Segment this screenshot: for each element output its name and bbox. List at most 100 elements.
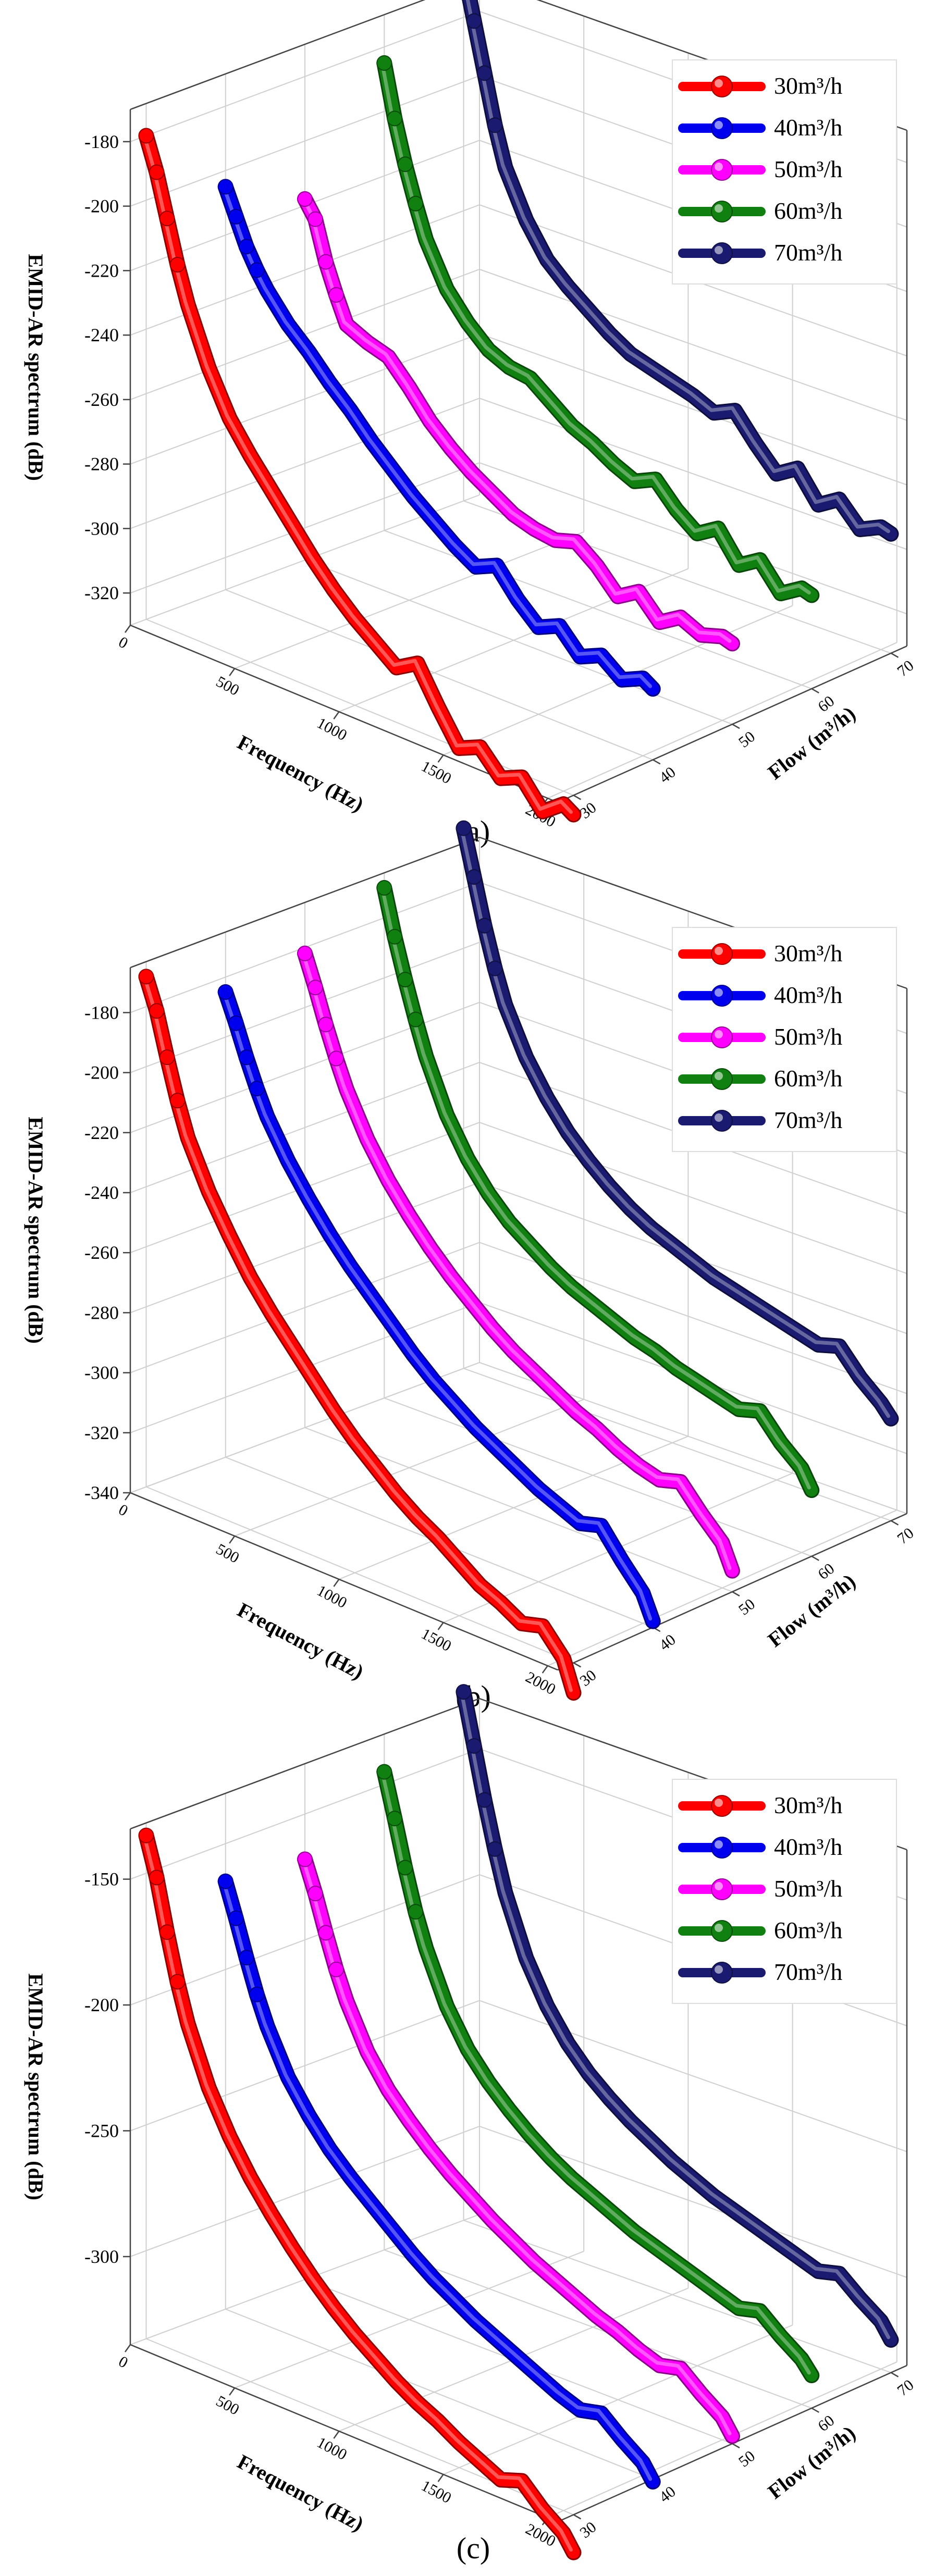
flow-axis-title: Flow (m³/h) <box>764 702 860 784</box>
flow-tick-mark <box>732 723 740 729</box>
legend-swatch-marker <box>711 159 733 181</box>
legend-label: 40m³/h <box>774 114 842 141</box>
legend: 30m³/h 40m³/h 50m³/h 60m³/h 70m³/h <box>672 59 897 284</box>
series-point <box>456 820 472 836</box>
series-point <box>308 1886 324 1902</box>
series-point <box>456 1684 472 1700</box>
z-tick-label: -340 <box>84 1482 119 1503</box>
flow-axis-title: Flow (m³/h) <box>764 1569 860 1652</box>
legend-swatch-shine <box>715 1840 723 1849</box>
gridline-flow-floor <box>146 1486 574 1664</box>
series-point <box>249 262 265 278</box>
freq-tick-label: 1500 <box>419 1625 454 1655</box>
legend-label: 70m³/h <box>774 1959 842 1985</box>
series-point <box>376 1764 392 1780</box>
legend-swatch-shine <box>715 1882 723 1890</box>
z-tick-label: -280 <box>84 1302 119 1323</box>
freq-tick-label: 1500 <box>419 2477 454 2507</box>
flow-tick-label: 30 <box>576 2518 599 2541</box>
series-point <box>249 1986 265 2002</box>
legend-label: 50m³/h <box>774 1875 842 1902</box>
legend-swatch-shine <box>715 246 723 254</box>
flow-tick-label: 40 <box>656 2483 679 2506</box>
series-point <box>408 1904 424 1920</box>
freq-tick-label: 1500 <box>419 758 454 787</box>
series-line-highlight <box>379 883 811 1490</box>
legend-swatch-marker <box>711 1837 733 1859</box>
z-tick-label: -260 <box>84 389 119 410</box>
z-tick-label: -200 <box>84 1995 119 2015</box>
flow-tick-label: 70 <box>894 1525 917 1547</box>
flow-tick-mark <box>732 1591 740 1597</box>
flow-tick-mark <box>811 1555 819 1561</box>
legend-label: 30m³/h <box>774 1792 842 1818</box>
series-point <box>397 972 413 988</box>
gridline-flow-floor <box>384 530 812 689</box>
freq-tick-mark <box>437 1622 444 1630</box>
grid <box>130 0 907 799</box>
series-30 <box>138 1827 582 2560</box>
series-point <box>159 210 175 227</box>
freq-tick-mark <box>229 2387 236 2396</box>
flow-tick-label: 30 <box>576 1666 599 1689</box>
series-line-highlight <box>221 1877 653 2481</box>
series-line <box>140 129 580 821</box>
series-point <box>387 110 403 127</box>
flow-tick-mark <box>811 688 819 693</box>
legend-label: 40m³/h <box>774 982 842 1008</box>
freq-tick-label: 1000 <box>314 2434 350 2463</box>
z-tick-label: -200 <box>84 1062 119 1083</box>
series-point <box>217 984 233 1000</box>
freq-axis-line <box>130 624 558 803</box>
series-line-highlight <box>459 824 890 1418</box>
series-point <box>149 164 165 180</box>
flow-tick-mark <box>653 759 661 765</box>
series-point <box>297 1851 313 1867</box>
legend-label: 70m³/h <box>774 1107 842 1133</box>
series-line-highlight <box>379 1767 811 2375</box>
chart-panel-a: -180 -200 -220 -240 -260 -280 -300 -320 0 500 1000… <box>24 0 917 848</box>
legend-label: 50m³/h <box>774 156 842 182</box>
legend-swatch-shine <box>715 1799 723 1807</box>
legend-swatch-shine <box>715 163 723 171</box>
series-line-shadow <box>138 969 582 1701</box>
series-point <box>228 208 244 225</box>
series-70 <box>456 820 899 1427</box>
legend-label: 60m³/h <box>774 1065 842 1092</box>
series-point <box>387 928 403 945</box>
series-line-highlight <box>142 131 573 814</box>
series-line-highlight <box>300 1855 732 2435</box>
gridline-flow-floor <box>304 1427 733 1592</box>
series-point <box>397 1860 413 1876</box>
legend-swatch-shine <box>715 1924 723 1932</box>
series-50 <box>297 1851 740 2444</box>
gridline-flow-floor <box>463 2220 891 2373</box>
series-point <box>397 156 413 172</box>
panel-caption: (c) <box>457 2531 490 2565</box>
legend-label: 30m³/h <box>774 940 842 967</box>
series-line-highlight <box>379 58 811 595</box>
legend-swatch-marker <box>711 242 733 264</box>
flow-tick-mark <box>890 652 899 658</box>
series-50 <box>297 945 740 1579</box>
legend-swatch-shine <box>715 204 723 213</box>
legend-swatch-shine <box>715 79 723 88</box>
series-point <box>466 1738 482 1754</box>
series-line-highlight <box>142 1831 573 2552</box>
flow-tick-label: 50 <box>735 728 758 751</box>
gridline-flow-floor <box>384 2249 812 2409</box>
series-point <box>169 1093 186 1109</box>
legend-swatch-shine <box>715 1072 723 1080</box>
legend-swatch-marker <box>711 76 733 97</box>
series-point <box>408 195 424 212</box>
flow-tick-mark <box>890 2372 899 2377</box>
series-30 <box>138 128 582 823</box>
box-top-left <box>130 836 480 969</box>
flow-tick-mark <box>573 795 582 800</box>
gridline-flow-floor <box>146 2338 574 2516</box>
series-point <box>249 1081 265 1097</box>
series-point <box>408 1011 424 1027</box>
legend-swatch-marker <box>711 1795 733 1817</box>
series-point <box>217 1873 233 1889</box>
